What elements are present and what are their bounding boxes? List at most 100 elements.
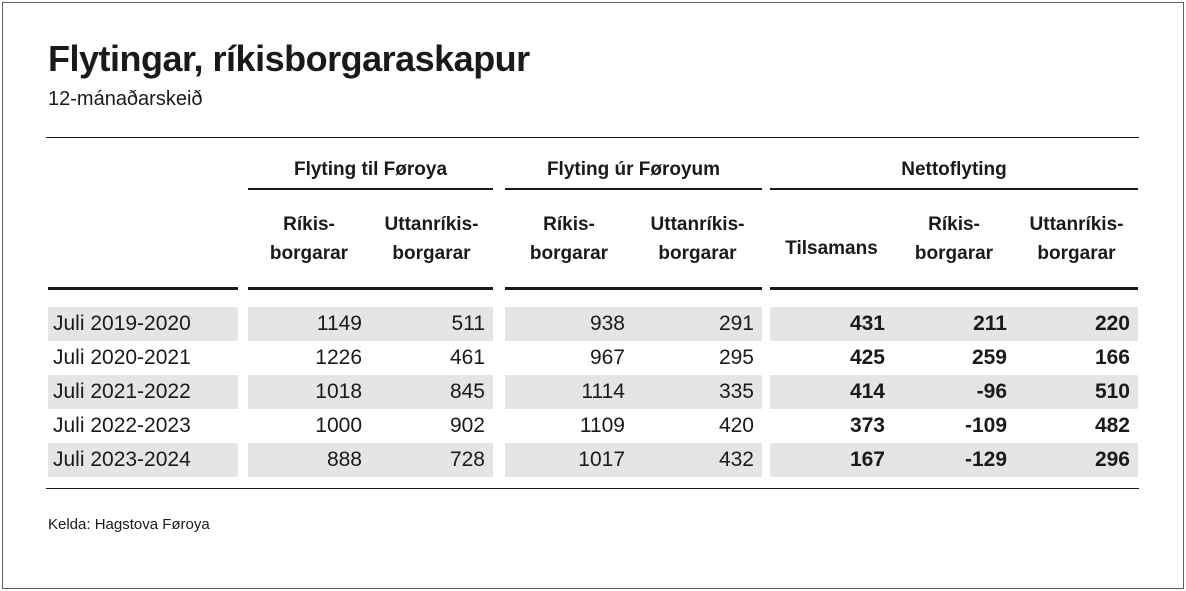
col-header-line: borgarar (1037, 242, 1116, 264)
col-header-netto-tilsamans: Tilsamans (770, 190, 893, 287)
row-label: Juli 2019-2020 (48, 307, 238, 341)
cell-ur-uttanrikisborgarar: 291 (633, 307, 762, 341)
col-header-line: borgarar (392, 242, 471, 264)
column-gap (493, 307, 505, 341)
col-header-ur-uttanrikisborgarar: Uttanríkis- borgarar (633, 190, 762, 287)
cell-netto-uttanrikisborgarar: 482 (1094, 414, 1130, 437)
col-header-netto-uttanrikisborgarar: Uttanríkis- borgarar (1015, 190, 1138, 287)
col-header-til-rikisborgarar: Ríkis- borgarar (248, 190, 370, 287)
group-header-nettoflyting: Nettoflyting (770, 138, 1138, 190)
cell-netto-rikisborgarar: 211 (893, 307, 1015, 341)
cell-til-rikisborgarar: 888 (248, 443, 370, 477)
column-gap (238, 287, 248, 290)
cell-ur-rikisborgarar: 967 (589, 346, 625, 369)
corner-spacer (48, 138, 238, 190)
column-gap (762, 443, 770, 477)
cell-ur-uttanrikisborgarar: 420 (718, 414, 754, 437)
cell-ur-uttanrikisborgarar: 295 (718, 346, 754, 369)
cell-ur-uttanrikisborgarar: 335 (633, 375, 762, 409)
col-header-ur-rikisborgarar: Ríkis- borgarar (505, 190, 633, 287)
cell-til-rikisborgarar: 1018 (248, 375, 370, 409)
col-header-line: borgarar (269, 242, 349, 264)
column-header-row: Ríkis- borgarar Uttanríkis- borgarar Rík… (48, 190, 1138, 287)
table-spacer (48, 290, 1138, 307)
table-row: Juli 2023-2024 888 728 1017 432 167 -129… (48, 443, 1138, 477)
col-header-line: borgarar (658, 242, 737, 264)
col-header-line: Tilsamans (785, 238, 878, 259)
cell-til-uttanrikisborgarar: 461 (449, 346, 485, 369)
figure-content: Flytingar, ríkisborgaraskapur 12-mánaðar… (46, 37, 1139, 534)
cell-netto-uttanrikisborgarar: 220 (1015, 307, 1138, 341)
column-gap (493, 375, 505, 409)
column-gap (238, 341, 248, 375)
cell-til-uttanrikisborgarar: 902 (449, 414, 485, 437)
cell-ur-rikisborgarar: 938 (505, 307, 633, 341)
corner-spacer (48, 190, 238, 287)
cell-til-rikisborgarar: 1000 (315, 414, 362, 437)
group-header-flyting-til-foroya: Flyting til Føroya (248, 138, 493, 190)
column-gap (493, 287, 505, 290)
page-title: Flytingar, ríkisborgaraskapur (48, 38, 530, 79)
cell-til-uttanrikisborgarar: 728 (370, 443, 493, 477)
divider-segment (248, 287, 493, 290)
cell-til-rikisborgarar: 1226 (315, 346, 362, 369)
column-gap (762, 307, 770, 341)
table-row: Juli 2021-2022 1018 845 1114 335 414 -96… (48, 375, 1138, 409)
col-header-line: Uttanríkis- (1029, 213, 1124, 235)
cell-netto-uttanrikisborgarar: 510 (1015, 375, 1138, 409)
column-gap (493, 138, 505, 190)
column-gap (493, 443, 505, 477)
column-gap (762, 287, 770, 290)
col-header-line: borgarar (529, 242, 609, 264)
cell-til-rikisborgarar: 1149 (248, 307, 370, 341)
cell-netto-rikisborgarar: -96 (893, 375, 1015, 409)
group-header-row: Flyting til Føroya Flyting úr Føroyum Ne… (48, 138, 1138, 190)
col-header-line: borgarar (914, 242, 994, 264)
cell-netto-tilsamans: 425 (849, 346, 885, 369)
cell-til-uttanrikisborgarar: 845 (370, 375, 493, 409)
cell-netto-tilsamans: 373 (849, 414, 885, 437)
bottom-divider (46, 488, 1139, 489)
cell-netto-rikisborgarar: -109 (964, 414, 1007, 437)
col-header-line: Uttanríkis- (650, 213, 745, 235)
cell-netto-tilsamans: 167 (770, 443, 893, 477)
group-header-flyting-ur-foroyum: Flyting úr Føroyum (505, 138, 762, 190)
col-header-netto-rikisborgarar: Ríkis- borgarar (893, 190, 1015, 287)
cell-netto-tilsamans: 414 (770, 375, 893, 409)
top-divider (46, 137, 1139, 138)
row-label: Juli 2022-2023 (53, 414, 191, 437)
column-gap (493, 409, 505, 443)
column-gap (762, 190, 770, 287)
cell-ur-uttanrikisborgarar: 432 (633, 443, 762, 477)
column-gap (238, 190, 248, 287)
cell-til-uttanrikisborgarar: 511 (370, 307, 493, 341)
column-gap (762, 138, 770, 190)
source-note: Kelda: Hagstova Føroya (48, 516, 210, 533)
col-header-line: Ríkis- (543, 213, 595, 235)
table-row: Juli 2019-2020 1149 511 938 291 431 211 … (48, 307, 1138, 341)
cell-ur-rikisborgarar: 1109 (579, 414, 625, 437)
column-gap (238, 443, 248, 477)
cell-ur-rikisborgarar: 1114 (505, 375, 633, 409)
row-label: Juli 2020-2021 (53, 346, 191, 369)
column-gap (238, 138, 248, 190)
column-gap (238, 307, 248, 341)
page-subtitle: 12-mánaðarskeið (48, 88, 203, 110)
column-gap (762, 375, 770, 409)
cell-netto-uttanrikisborgarar: 166 (1094, 346, 1130, 369)
row-label: Juli 2023-2024 (48, 443, 238, 477)
column-gap (493, 341, 505, 375)
col-header-line: Ríkis- (283, 213, 335, 235)
cell-netto-uttanrikisborgarar: 296 (1015, 443, 1138, 477)
cell-netto-rikisborgarar: -129 (893, 443, 1015, 477)
row-label: Juli 2021-2022 (48, 375, 238, 409)
divider-segment (770, 287, 1138, 290)
header-divider (48, 287, 1138, 290)
col-header-line: Ríkis- (928, 213, 980, 235)
divider-segment (505, 287, 762, 290)
table-row: Juli 2022-2023 1000 902 1109 420 373 -10… (48, 409, 1138, 443)
column-gap (238, 409, 248, 443)
cell-ur-rikisborgarar: 1017 (505, 443, 633, 477)
divider-segment (48, 287, 238, 290)
